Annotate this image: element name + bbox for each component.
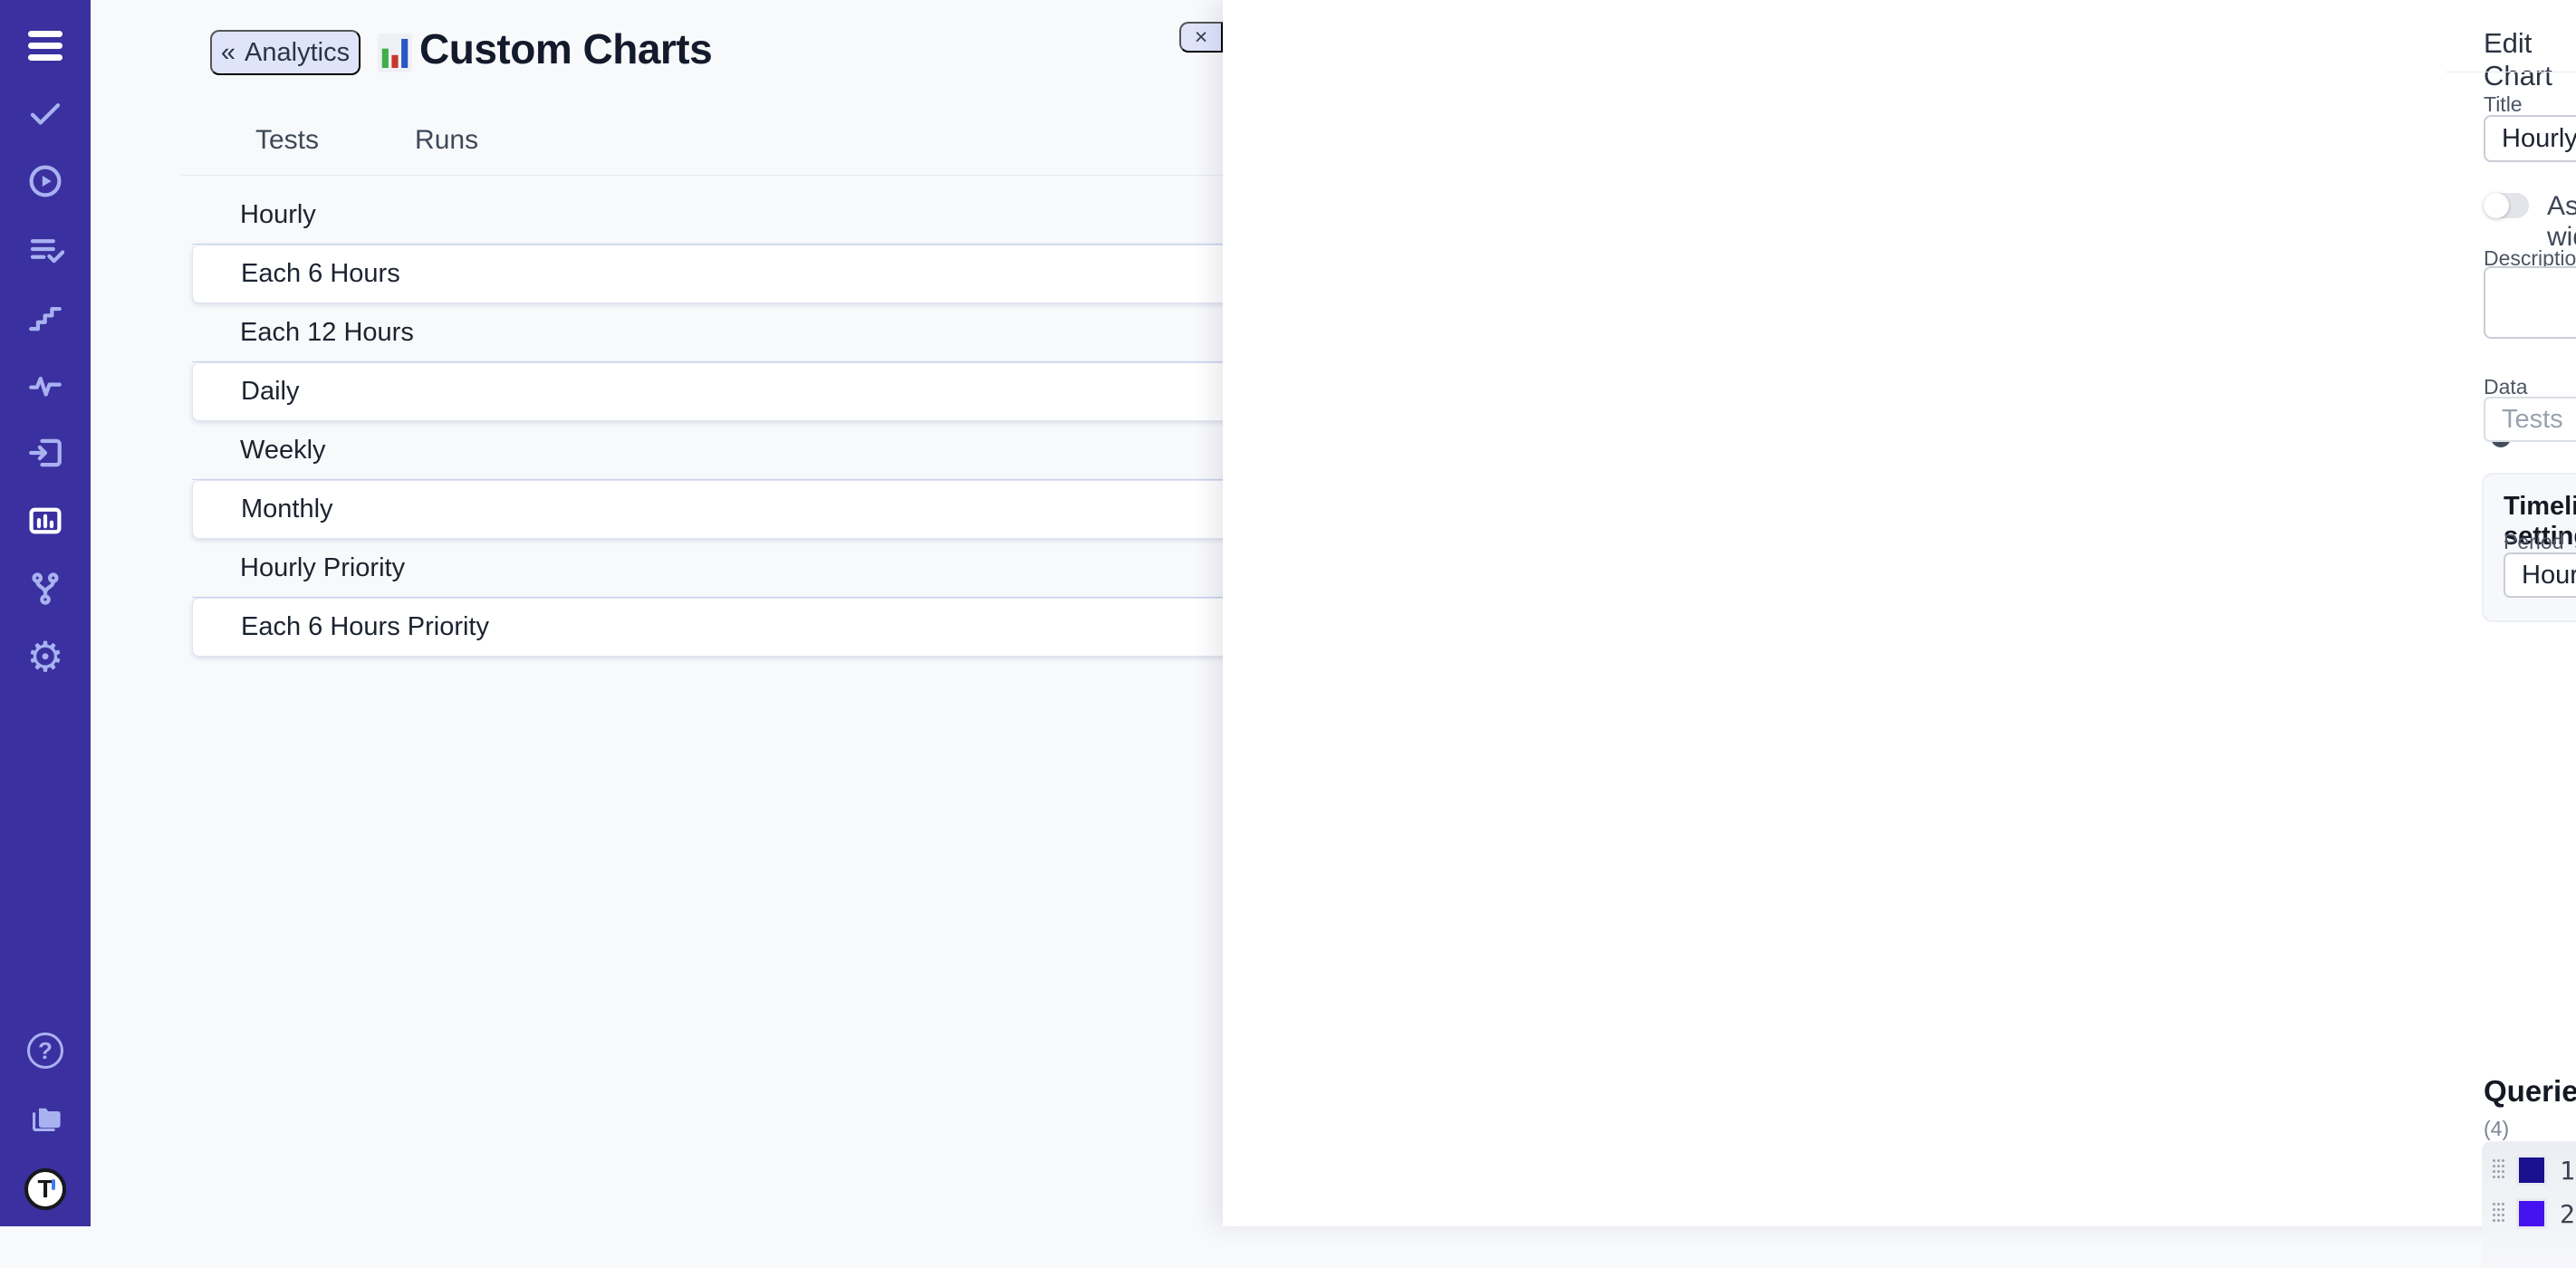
list-item[interactable]: Daily	[192, 362, 1309, 421]
tests-check-icon[interactable]	[25, 93, 65, 133]
description-textarea[interactable]	[2484, 266, 2576, 339]
queries-list: 1.state == 'automated' and status == 'pa…	[2482, 1141, 2576, 1268]
query-expression: 2.state == 'automated' and status == 'fa…	[2560, 1198, 2576, 1229]
list-item[interactable]: Hourly Priority	[192, 539, 1309, 598]
branch-fork-icon[interactable]	[25, 569, 65, 609]
edit-chart-panel: Edit Chart × Title Save 4 Cancel As widg…	[1223, 0, 2576, 1268]
queries-count: (4)	[2484, 1117, 2510, 1140]
milestones-stairs-icon[interactable]	[25, 297, 65, 337]
tab-tests[interactable]: Tests	[255, 125, 320, 155]
as-widget-toggle[interactable]	[2484, 193, 2529, 218]
edit-chart-title: Edit Chart	[2484, 27, 2552, 91]
title-input[interactable]	[2484, 115, 2576, 162]
list-item[interactable]: Hourly	[192, 186, 1309, 245]
import-signin-icon[interactable]	[25, 433, 65, 473]
drag-handle[interactable]	[2493, 1159, 2507, 1181]
queries-heading: Queries (4)	[2484, 1074, 2576, 1140]
list-item[interactable]: Each 6 Hours	[192, 245, 1309, 303]
hamburger-menu-icon[interactable]	[28, 31, 62, 61]
settings-gear-icon[interactable]: ⚙	[26, 633, 64, 680]
title-field-label: Title	[2484, 92, 2523, 116]
tab-bar: Tests Runs	[255, 125, 478, 156]
projects-folder-icon[interactable]	[25, 1099, 65, 1138]
toggle-knob	[2484, 193, 2509, 218]
chart-list: Hourly Each 6 Hours Each 12 Hours Daily …	[192, 186, 1309, 657]
page-title: Custom Charts	[419, 25, 713, 72]
query-color-swatch[interactable]	[2516, 1198, 2547, 1229]
description-label: Description	[2484, 246, 2576, 270]
list-item[interactable]: Monthly	[192, 480, 1309, 539]
period-select[interactable]: Hourly	[2504, 552, 2576, 598]
query-row: 1.state == 'automated' and status == 'pa…	[2491, 1148, 2576, 1192]
custom-charts-panel: « Analytics Custom Charts Tests Runs Hou…	[91, 0, 1314, 1226]
collapse-panel-button[interactable]: ×	[1179, 22, 1223, 53]
period-label: Period	[2504, 530, 2564, 553]
sidebar-bottom: ? T	[24, 1033, 66, 1226]
back-to-analytics-button[interactable]: « Analytics	[210, 30, 360, 75]
list-item[interactable]: Each 12 Hours	[192, 303, 1309, 362]
runs-play-icon[interactable]	[25, 161, 65, 201]
query-expression: 1.state == 'automated' and status == 'pa…	[2560, 1155, 2576, 1186]
app-logo[interactable]: T	[24, 1168, 66, 1210]
query-color-swatch[interactable]	[2516, 1155, 2547, 1186]
data-source-select: Tests	[2484, 397, 2576, 442]
help-icon[interactable]: ?	[27, 1033, 63, 1069]
drag-handle[interactable]	[2493, 1203, 2507, 1225]
analytics-bar-chart-icon[interactable]	[25, 501, 65, 541]
plans-list-check-icon[interactable]	[25, 229, 65, 269]
as-widget-label: As widget	[2547, 191, 2576, 252]
tab-divider	[181, 175, 1313, 176]
pulse-activity-icon[interactable]	[25, 365, 65, 405]
tab-runs[interactable]: Runs	[415, 125, 479, 155]
sidebar-nav: ⚙	[25, 93, 65, 677]
back-chevron-icon: «	[220, 37, 236, 67]
list-item[interactable]: Weekly	[192, 421, 1309, 480]
sidebar: ⚙ ? T	[0, 0, 91, 1226]
list-item[interactable]: Each 6 Hours Priority	[192, 598, 1309, 657]
bar-chart-emoji-icon	[378, 34, 412, 72]
timeline-settings-heading: Timeline settings	[2504, 492, 2576, 551]
query-row: 2.state == 'automated' and status == 'fa…	[2491, 1192, 2576, 1235]
